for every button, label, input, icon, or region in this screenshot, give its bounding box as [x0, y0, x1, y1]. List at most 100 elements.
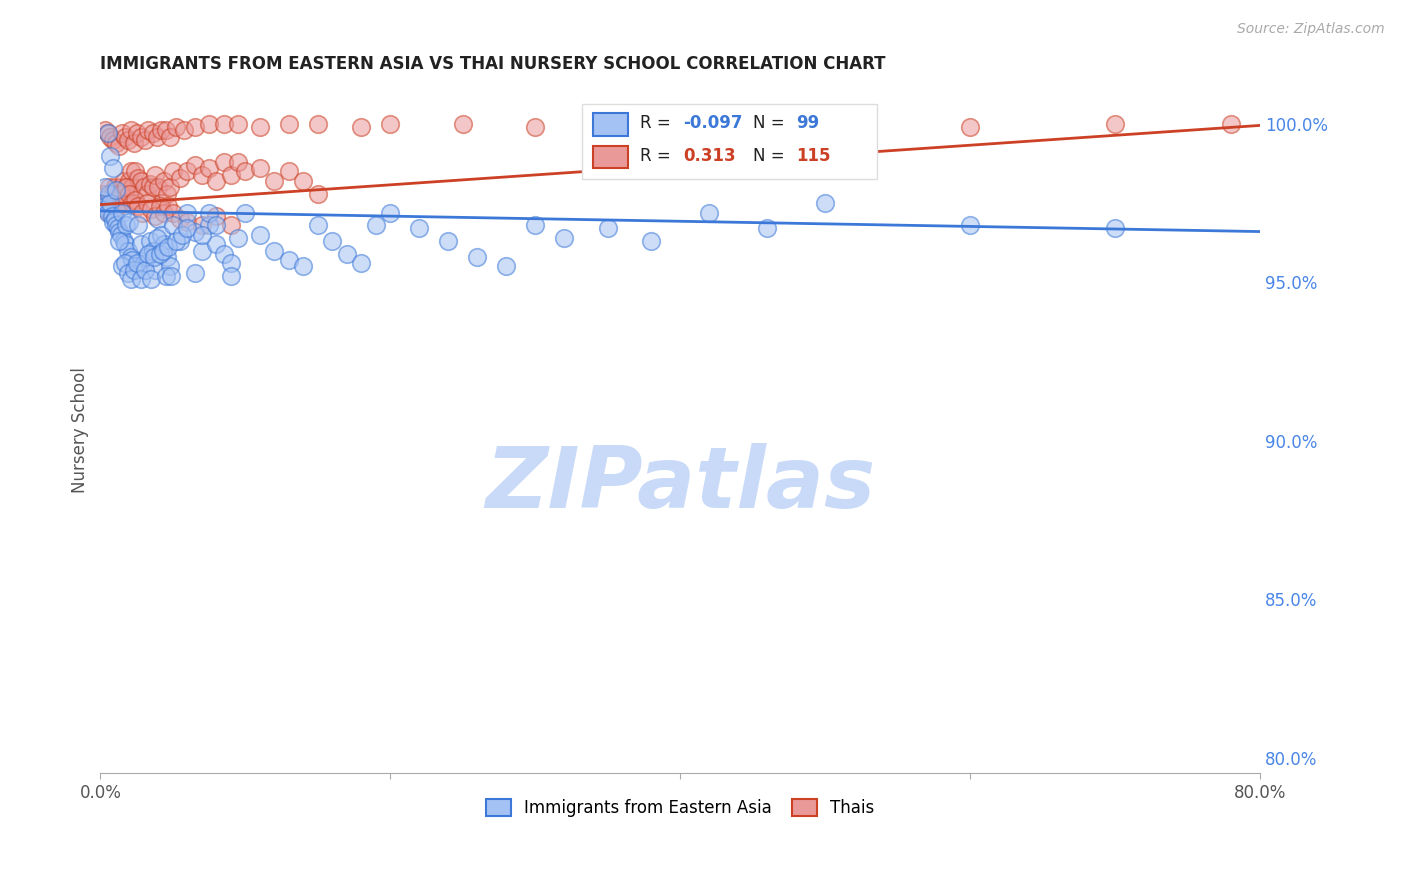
Point [364, 219, 387, 233]
Point [277, 117, 299, 131]
Point [219, 256, 242, 270]
Point [138, 234, 160, 248]
Point [741, 117, 763, 131]
Point [176, 221, 198, 235]
Point [219, 168, 242, 182]
Text: R =: R = [640, 114, 675, 132]
Point [100, 129, 122, 144]
Point [183, 266, 205, 280]
Point [143, 250, 166, 264]
Point [380, 117, 402, 131]
Point [117, 196, 139, 211]
Point [205, 174, 228, 188]
Point [321, 234, 343, 248]
Point [146, 231, 169, 245]
Point [176, 164, 198, 178]
Point [104, 211, 127, 226]
Point [134, 262, 156, 277]
Text: Source: ZipAtlas.com: Source: ZipAtlas.com [1237, 22, 1385, 37]
Point [105, 136, 128, 150]
Point [101, 209, 124, 223]
Point [524, 120, 547, 134]
Point [97, 202, 120, 217]
Point [350, 120, 373, 134]
Point [307, 186, 329, 201]
Point [120, 272, 142, 286]
Point [162, 205, 184, 219]
Point [104, 193, 127, 207]
Point [124, 260, 146, 274]
Point [94, 196, 117, 211]
Point [640, 234, 662, 248]
Point [121, 253, 143, 268]
Point [959, 219, 981, 233]
Point [103, 215, 125, 229]
Point [697, 205, 720, 219]
Point [263, 244, 285, 258]
Point [176, 205, 198, 219]
Legend: Immigrants from Eastern Asia, Thais: Immigrants from Eastern Asia, Thais [479, 792, 882, 823]
Point [115, 219, 138, 233]
Point [108, 196, 131, 211]
Point [101, 186, 124, 201]
Text: ZIPatlas: ZIPatlas [485, 443, 875, 526]
Point [155, 123, 177, 137]
Point [226, 117, 249, 131]
Point [105, 219, 128, 233]
Point [132, 180, 155, 194]
Point [814, 120, 837, 134]
Point [1104, 221, 1126, 235]
Point [103, 133, 125, 147]
Point [98, 205, 121, 219]
Point [97, 126, 120, 140]
Point [98, 186, 121, 201]
Point [756, 221, 779, 235]
Point [596, 221, 619, 235]
Point [118, 186, 141, 201]
Point [141, 180, 163, 194]
Point [107, 199, 129, 213]
Point [129, 237, 152, 252]
Point [110, 180, 132, 194]
Point [162, 164, 184, 178]
Point [108, 139, 131, 153]
Point [117, 133, 139, 147]
Point [129, 129, 152, 144]
Point [814, 196, 837, 211]
Point [105, 196, 128, 211]
Point [139, 272, 162, 286]
Point [138, 177, 160, 191]
Point [465, 250, 488, 264]
Point [114, 186, 136, 201]
Point [176, 215, 198, 229]
Text: 99: 99 [796, 114, 820, 132]
Point [219, 219, 242, 233]
Point [121, 196, 143, 211]
Point [112, 234, 135, 248]
Point [100, 148, 122, 162]
Point [145, 168, 167, 182]
Point [110, 186, 132, 201]
Point [122, 136, 145, 150]
Point [183, 120, 205, 134]
Point [111, 186, 134, 201]
Point [103, 161, 125, 176]
Point [120, 164, 142, 178]
Point [118, 215, 141, 229]
Point [120, 123, 142, 137]
Point [162, 219, 184, 233]
Point [146, 129, 169, 144]
Point [959, 120, 981, 134]
Point [148, 211, 170, 226]
Point [127, 219, 149, 233]
Point [104, 180, 127, 194]
Point [212, 246, 235, 260]
Point [205, 237, 228, 252]
Point [108, 225, 131, 239]
Point [150, 227, 173, 242]
Point [108, 234, 131, 248]
Point [141, 126, 163, 140]
Point [160, 268, 183, 283]
Point [145, 262, 167, 277]
Point [129, 272, 152, 286]
